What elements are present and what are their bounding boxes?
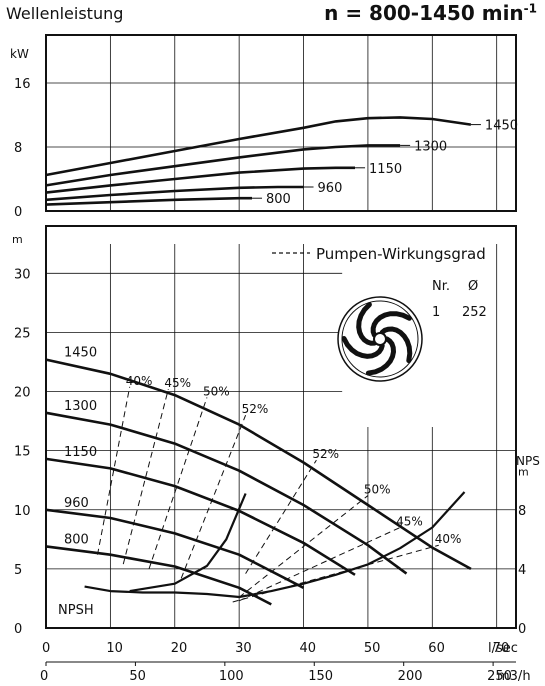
power-panel: kW 0 8 16 1450 1300 1150 960 800 xyxy=(10,34,518,220)
power-curve-label-960: 960 xyxy=(318,181,343,196)
efficiency-label: 50% xyxy=(364,483,391,497)
head-curve-1450 xyxy=(45,358,472,571)
head-y-tick-label: 5 xyxy=(14,563,22,578)
x-tick-label-lsec: 70 xyxy=(493,641,510,656)
efficiency-line xyxy=(148,397,208,570)
head-curve-label-1300: 1300 xyxy=(64,399,97,414)
efficiency-line xyxy=(245,459,317,574)
npsh-axis-unit: m xyxy=(518,466,529,479)
x-tick-label-lsec: 60 xyxy=(428,641,445,656)
npsh-axis-label: NPS xyxy=(516,454,540,468)
efficiency-line xyxy=(122,389,169,565)
impeller-blade xyxy=(379,326,413,364)
head-axis-label: m xyxy=(12,233,23,246)
efficiency-label: 45% xyxy=(396,515,423,529)
x-tick-label-lsec: 20 xyxy=(171,641,188,656)
npsh-y-tick-label: 4 xyxy=(518,563,526,578)
x-tick-label-m3h: 100 xyxy=(219,669,244,684)
head-curve-960 xyxy=(45,508,305,589)
impeller-table-header-nr: Nr. xyxy=(432,279,450,294)
efficiency-label: 45% xyxy=(164,376,191,390)
x-tick-label-lsec: 40 xyxy=(300,641,317,656)
chart-title-left: Wellenleistung xyxy=(6,4,124,23)
head-y-tick-label: 10 xyxy=(14,504,31,519)
head-y-tick-label: 15 xyxy=(14,445,31,460)
npsh-y-tick-label: 8 xyxy=(518,504,526,519)
power-curve-1150 xyxy=(45,166,355,194)
x-tick-label-lsec: 30 xyxy=(235,641,252,656)
x-tick-label-m3h: 50 xyxy=(129,669,146,684)
head-curve-1150 xyxy=(45,457,356,576)
impeller-hub xyxy=(373,332,387,346)
impeller-table-d: 252 xyxy=(462,305,487,320)
power-curve-label-800: 800 xyxy=(266,192,291,207)
efficiency-label: 50% xyxy=(203,384,230,398)
x-tick-label-m3h: 250 xyxy=(487,669,512,684)
head-plot-frame xyxy=(45,225,517,629)
power-curve-label-1450: 1450 xyxy=(485,119,518,134)
efficiency-label: 52% xyxy=(312,447,339,461)
legend-label: Pumpen-Wirkungsgrad xyxy=(316,245,486,263)
head-y-tick-label: 0 xyxy=(14,622,22,637)
x-tick-label-m3h: 150 xyxy=(308,669,333,684)
head-y-tick-label: 30 xyxy=(14,267,31,282)
power-y-tick-label: 0 xyxy=(14,205,22,220)
x-tick-label-lsec: 10 xyxy=(106,641,123,656)
x-axis-unit-lsec: l/sec xyxy=(488,641,518,656)
power-y-tick-label: 16 xyxy=(14,77,31,92)
impeller-blade xyxy=(341,336,385,359)
head-curve-800 xyxy=(45,545,272,606)
x-axis-unit-m3h: m3/h xyxy=(497,669,531,684)
power-y-tick-label: 8 xyxy=(14,141,22,156)
speed-range-text: n = 800-1450 min xyxy=(324,1,524,25)
x-tick-label-m3h: 200 xyxy=(398,669,423,684)
power-curve-800 xyxy=(45,196,252,206)
efficiency-line xyxy=(238,495,369,598)
head-curve-label-800: 800 xyxy=(64,532,89,547)
head-curve-1300 xyxy=(45,411,408,575)
npsh-curve-2 xyxy=(129,493,247,593)
power-axis-label: kW xyxy=(10,47,29,61)
efficiency-line xyxy=(97,386,131,555)
impeller-blade xyxy=(356,302,377,346)
power-curve-1300 xyxy=(45,144,401,187)
x-tick-label-lsec: 0 xyxy=(42,641,50,656)
impeller-table-nr: 1 xyxy=(432,305,440,320)
speed-unit-exponent: -1 xyxy=(523,1,537,16)
power-curve-label-1150: 1150 xyxy=(369,162,402,177)
efficiency-line xyxy=(238,527,401,602)
chart-title-speed: n = 800-1450 min-1 xyxy=(324,1,537,25)
efficiency-label: 52% xyxy=(242,402,269,416)
head-curve-label-960: 960 xyxy=(64,496,89,511)
power-curve-label-1300: 1300 xyxy=(414,139,447,154)
npsh-curve-1 xyxy=(84,491,466,599)
impeller-blade xyxy=(365,336,397,376)
impeller-icon xyxy=(337,296,423,382)
x-tick-label-m3h: 0 xyxy=(40,669,48,684)
x-tick-label-lsec: 50 xyxy=(364,641,381,656)
impeller-table-header-d: Ø xyxy=(468,279,478,294)
efficiency-label: 40% xyxy=(435,532,462,546)
npsh-curve-label: NPSH xyxy=(58,603,94,618)
head-curve-label-1450: 1450 xyxy=(64,346,97,361)
impeller-blade xyxy=(370,311,412,338)
power-plot-frame xyxy=(45,34,517,212)
power-curve-1450 xyxy=(45,116,472,177)
head-y-tick-label: 25 xyxy=(14,326,31,341)
head-y-tick-label: 20 xyxy=(14,386,31,401)
head-curve-label-1150: 1150 xyxy=(64,445,97,460)
npsh-y-tick-label: 0 xyxy=(518,622,526,637)
power-curve-960 xyxy=(45,185,304,202)
